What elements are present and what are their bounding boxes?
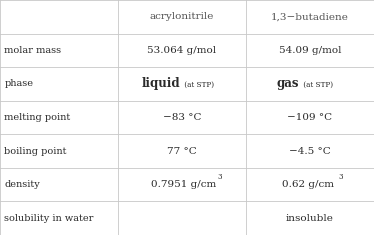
Text: liquid: liquid (141, 77, 180, 90)
Text: gas: gas (276, 77, 299, 90)
Text: 3: 3 (338, 173, 343, 181)
Text: 54.09 g/mol: 54.09 g/mol (279, 46, 341, 55)
Text: −83 °C: −83 °C (163, 113, 201, 122)
Text: molar mass: molar mass (4, 46, 62, 55)
Text: 1,3−butadiene: 1,3−butadiene (271, 12, 349, 21)
Text: boiling point: boiling point (4, 147, 67, 156)
Text: phase: phase (4, 79, 34, 88)
Text: 53.064 g/mol: 53.064 g/mol (147, 46, 217, 55)
Text: melting point: melting point (4, 113, 71, 122)
Text: density: density (4, 180, 40, 189)
Text: (at STP): (at STP) (301, 81, 333, 89)
Text: (at STP): (at STP) (182, 81, 214, 89)
Text: acrylonitrile: acrylonitrile (150, 12, 214, 21)
Text: solubility in water: solubility in water (4, 214, 94, 223)
Text: −109 °C: −109 °C (287, 113, 332, 122)
Text: insoluble: insoluble (286, 214, 334, 223)
Text: 77 °C: 77 °C (167, 147, 197, 156)
Text: 3: 3 (217, 173, 222, 181)
Text: −4.5 °C: −4.5 °C (289, 147, 331, 156)
Text: 0.7951 g/cm: 0.7951 g/cm (151, 180, 216, 189)
Text: 0.62 g/cm: 0.62 g/cm (282, 180, 334, 189)
